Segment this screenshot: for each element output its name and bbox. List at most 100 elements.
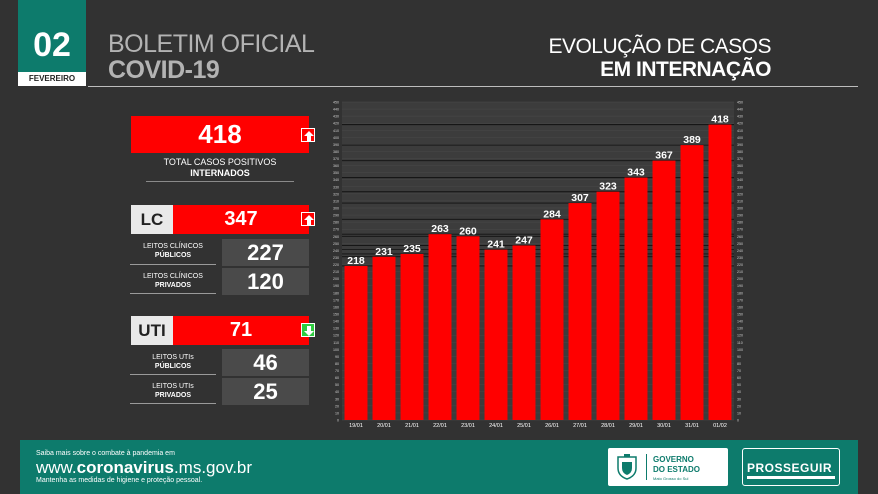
y-tick-label-right: 160: [737, 305, 743, 309]
arrow-up-icon: [301, 128, 315, 142]
y-tick-label-right: 430: [737, 115, 743, 119]
y-tick-label: 40: [335, 390, 339, 394]
y-tick-label: 440: [333, 108, 339, 112]
y-tick-label: 290: [333, 214, 339, 218]
uti-private-value: 25: [222, 378, 309, 405]
x-tick-label: 30/01: [657, 423, 671, 429]
y-tick-label-right: 110: [737, 341, 743, 345]
lc-private-label-line2: PRIVADOS: [154, 282, 192, 289]
y-tick-label-right: 140: [737, 320, 743, 324]
y-tick-label: 180: [333, 291, 339, 295]
bar-value-label: 307: [571, 192, 589, 204]
y-tick-label: 220: [333, 263, 339, 267]
y-tick-label: 430: [333, 115, 339, 119]
arrow-down-icon: [301, 323, 315, 337]
y-tick-label: 0: [337, 419, 339, 423]
y-tick-label-right: 270: [737, 228, 743, 232]
bar: [344, 265, 368, 420]
y-tick-label: 90: [335, 355, 339, 359]
y-tick-label-right: 120: [737, 334, 743, 338]
y-tick-label-right: 150: [737, 313, 743, 317]
uti-value: 71: [173, 316, 309, 345]
y-tick-label-right: 130: [737, 327, 743, 331]
y-tick-label: 70: [335, 369, 339, 373]
gov-line1: GOVERNO: [653, 455, 694, 464]
cases-bar-chart: 0 0 10 10 20 20 30 30 40 40 50 50 60 60 70 70 80 80 90 90 10…: [333, 101, 743, 430]
x-tick-label: 26/01: [545, 423, 559, 429]
y-tick-label-right: 180: [737, 291, 743, 295]
x-tick-label: 21/01: [405, 423, 419, 429]
y-tick-label: 120: [333, 334, 339, 338]
y-tick-label: 330: [333, 185, 339, 189]
bar: [372, 256, 396, 420]
x-tick-label: 31/01: [685, 423, 699, 429]
bar: [708, 124, 732, 420]
y-tick-label-right: 170: [737, 298, 743, 302]
y-tick-label-right: 350: [737, 171, 743, 175]
y-tick-label: 100: [333, 348, 339, 352]
lc-private-value: 120: [222, 268, 309, 295]
y-tick-label: 350: [333, 171, 339, 175]
uti-tag: UTI: [131, 316, 173, 345]
y-tick-label-right: 450: [737, 101, 743, 105]
bar: [428, 234, 452, 420]
url-suffix: .ms.gov.br: [173, 458, 253, 477]
lc-tag: LC: [131, 205, 173, 234]
bar-value-label: 247: [515, 234, 533, 246]
x-tick-label: 22/01: [433, 423, 447, 429]
x-tick-label: 24/01: [489, 423, 503, 429]
y-tick-label: 260: [333, 235, 339, 239]
y-tick-label-right: 220: [737, 263, 743, 267]
bar-value-label: 367: [655, 150, 673, 162]
y-tick-label: 210: [333, 270, 339, 274]
x-tick-label: 25/01: [517, 423, 531, 429]
arrow-up-icon: [301, 212, 315, 226]
total-label-line2: INTERNADOS: [190, 168, 250, 178]
y-tick-label-right: 290: [737, 214, 743, 218]
y-tick-label-right: 190: [737, 284, 743, 288]
date-badge: 02 FEVEREIRO: [18, 0, 86, 86]
bar: [484, 249, 508, 420]
divider: [146, 181, 294, 182]
prosseguir-logo: PROSSEGUIR: [742, 448, 840, 486]
footer-url-link[interactable]: www.coronavirus.ms.gov.br: [36, 458, 252, 478]
y-tick-label-right: 210: [737, 270, 743, 274]
y-tick-label: 130: [333, 327, 339, 331]
bar-value-label: 389: [683, 134, 701, 146]
bar: [540, 219, 564, 420]
y-tick-label-right: 280: [737, 221, 743, 225]
uti-public-label-line2: PÚBLICOS: [154, 363, 192, 370]
bar-value-label: 218: [347, 255, 365, 267]
y-tick-label: 400: [333, 136, 339, 140]
y-tick-label: 450: [333, 101, 339, 105]
y-tick-label-right: 410: [737, 129, 743, 133]
y-tick-label: 270: [333, 228, 339, 232]
y-tick-label: 50: [335, 383, 339, 387]
gov-line3: Mato Grosso do Sul: [653, 476, 689, 481]
y-tick-label: 80: [335, 362, 339, 366]
y-tick-label-right: 400: [737, 136, 743, 140]
divider: [130, 293, 216, 294]
divider: [130, 374, 216, 375]
x-tick-label: 19/01: [349, 423, 363, 429]
y-tick-label: 280: [333, 221, 339, 225]
y-tick-label: 240: [333, 249, 339, 253]
divider: [646, 454, 647, 480]
lc-public-label-line1: LEITOS CLÍNICOS: [143, 243, 203, 250]
bar: [456, 236, 480, 420]
x-tick-label: 23/01: [461, 423, 475, 429]
prosseguir-bar: [747, 476, 835, 479]
y-tick-label-right: 60: [737, 376, 741, 380]
bar: [400, 253, 424, 420]
y-tick-label: 300: [333, 207, 339, 211]
bulletin-title: BOLETIM OFICIAL: [108, 30, 315, 58]
bar: [680, 145, 704, 420]
total-label-line1: TOTAL CASOS POSITIVOS: [163, 157, 277, 167]
x-tick-label: 27/01: [573, 423, 587, 429]
y-tick-label-right: 250: [737, 242, 743, 246]
uti-public-label: LEITOS UTIs PÚBLICOS: [130, 353, 216, 371]
bar-value-label: 323: [599, 181, 617, 193]
y-tick-label: 340: [333, 178, 339, 182]
y-tick-label-right: 380: [737, 150, 743, 154]
x-tick-label: 20/01: [377, 423, 391, 429]
